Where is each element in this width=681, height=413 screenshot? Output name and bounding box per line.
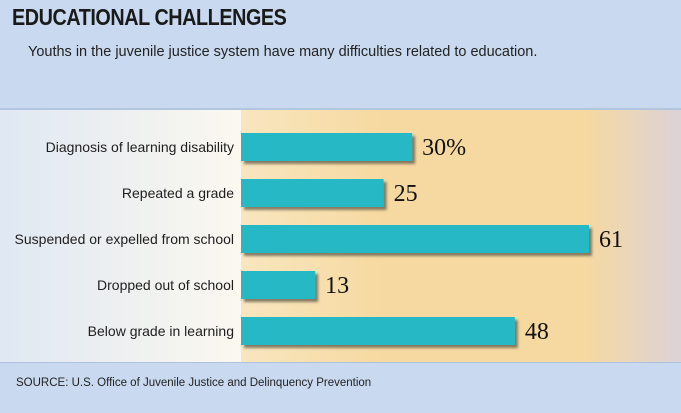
category-label: Diagnosis of learning disability (46, 139, 234, 155)
value-label: 30% (422, 135, 466, 161)
category-label: Dropped out of school (97, 277, 234, 293)
value-label: 48 (525, 319, 549, 345)
header-divider (0, 108, 681, 110)
bar (241, 179, 384, 207)
chart-title: EDUCATIONAL CHALLENGES (12, 4, 287, 30)
footer-divider (0, 362, 681, 363)
value-label: 61 (599, 227, 623, 253)
category-label: Suspended or expelled from school (15, 231, 234, 247)
label-panel (0, 110, 241, 362)
bar (241, 271, 316, 299)
value-label: 13 (325, 273, 349, 299)
bar (241, 133, 413, 161)
bar (241, 225, 589, 253)
category-label: Below grade in learning (88, 323, 234, 339)
source-note: SOURCE: U.S. Office of Juvenile Justice … (16, 377, 372, 389)
bar (241, 317, 515, 345)
category-label: Repeated a grade (122, 185, 234, 201)
chart-subtitle: Youths in the juvenile justice system ha… (28, 44, 538, 60)
value-label: 25 (394, 181, 418, 207)
